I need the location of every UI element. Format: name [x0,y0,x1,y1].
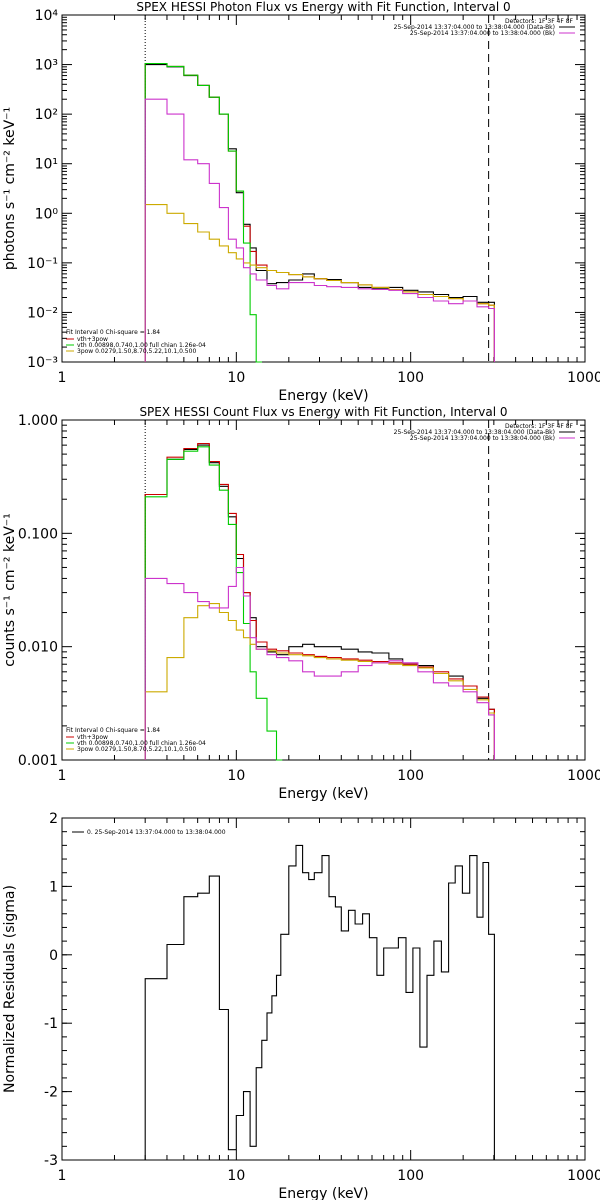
y-tick-label: 10³ [35,58,58,74]
series-data-line [144,64,495,362]
y-tick-label: 10⁻³ [27,355,58,371]
legend-header: Detectors: 1F 3F 4F 8F [505,18,574,25]
x-tick-label: 10 [227,370,245,386]
y-tick-label: 0.001 [18,753,58,769]
y-tick-label: -2 [44,1085,58,1101]
series-vth-line [144,62,262,363]
x-tick-label: 1000 [567,1168,600,1184]
fit-legend-label: vth 0.00898,0.740,1.00 full chian 1.26e-… [77,740,206,747]
x-tick-label: 100 [397,370,424,386]
y-axis-label: photons s⁻¹ cm⁻² keV⁻¹ [2,107,18,270]
count-flux-panel: SPEX HESSI Count Flux vs Energy with Fit… [2,405,600,802]
plot-frame [61,14,586,363]
series-model-line [144,442,495,760]
series-residuals-line [144,844,495,1160]
x-tick-label: 100 [397,768,424,784]
plot-frame [61,419,586,761]
photon-flux-panel: SPEX HESSI Photon Flux vs Energy with Fi… [2,0,600,404]
fit-legend-header: Fit Interval 0 Chi-square = 1.84 [66,329,160,336]
fit-legend-label: vth+3pow [77,336,108,343]
legend-entry-label: 25-Sep-2014 13:37:04.000 to 13:38:04.000… [394,429,555,436]
series-model-line [144,62,495,362]
series-bk-line [144,98,495,362]
y-tick-label: 10⁻² [27,305,58,321]
fit-legend-label: 3pow 0.0279,1.50,8.70,5.22,10.1,0.500 [77,348,196,355]
x-tick-label: 1 [58,1168,67,1184]
y-tick-label: 10⁴ [35,8,59,24]
x-axis-label: Energy (keV) [278,388,368,404]
y-tick-label: 0 [49,948,58,964]
y-tick-label: 0.100 [18,526,58,542]
legend-header: Detectors: 1F 3F 4F 8F [505,423,574,430]
fit-legend-label: vth 0.00898,0.740,1.00 full chian 1.26e-… [77,342,206,349]
y-tick-label: 0.010 [18,640,58,656]
y-axis-label: counts s⁻¹ cm⁻² keV⁻¹ [2,513,18,667]
fit-legend-header: Fit Interval 0 Chi-square = 1.84 [66,727,160,734]
legend-entry-label: 0. 25-Sep-2014 13:37:04.000 to 13:38:04.… [87,829,226,836]
plot-title: SPEX HESSI Count Flux vs Energy with Fit… [139,405,507,419]
y-tick-label: 10¹ [35,157,58,173]
x-tick-label: 100 [397,1168,424,1184]
series-3pow-line [144,204,495,362]
x-tick-label: 10 [227,1168,245,1184]
y-tick-label: 1 [49,879,58,895]
x-tick-label: 1 [58,370,67,386]
legend-entry-label: 25-Sep-2014 13:37:04.000 to 13:38:04.000… [410,435,555,442]
y-tick-label: 10² [35,107,58,123]
y-tick-label: 1.000 [18,413,58,429]
legend-entry-label: 25-Sep-2014 13:37:04.000 to 13:38:04.000… [410,30,555,37]
x-tick-label: 10 [227,768,245,784]
y-tick-label: 2 [49,811,58,827]
y-tick-label: -1 [44,1016,58,1032]
y-tick-label: -3 [44,1153,58,1169]
y-tick-label: 10⁰ [35,206,59,222]
series-bk-line [144,566,495,760]
x-tick-label: 1000 [567,370,600,386]
series-vth-line [144,446,283,761]
y-tick-label: 10⁻¹ [27,256,58,272]
x-axis-label: Energy (keV) [278,1186,368,1200]
series-data-line [144,444,495,760]
y-axis-label: Normalized Residuals (sigma) [2,885,18,1093]
fit-legend-label: vth+3pow [77,734,108,741]
x-tick-label: 1000 [567,768,600,784]
x-axis-label: Energy (keV) [278,786,368,802]
fit-legend-label: 3pow 0.0279,1.50,8.70,5.22,10.1,0.500 [77,746,196,753]
plot-frame [61,817,586,1161]
residuals-panel: 1 10 100 1000 -3 -2 -1 0 1 2 Energy (keV) Normalize… [2,811,600,1200]
x-tick-label: 1 [58,768,67,784]
legend-entry-label: 25-Sep-2014 13:37:04.000 to 13:38:04.000… [394,24,555,31]
series-3pow-line [144,603,495,760]
plot-title: SPEX HESSI Photon Flux vs Energy with Fi… [136,0,510,14]
